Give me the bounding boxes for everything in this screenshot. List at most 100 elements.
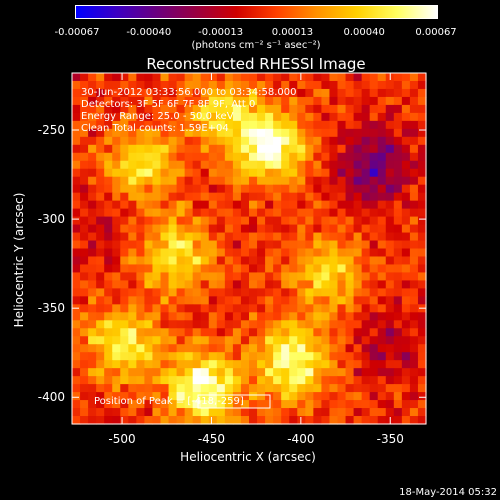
- heatmap-cell: [192, 176, 202, 186]
- heatmap-cell: [281, 384, 290, 393]
- heatmap-cell: [393, 368, 403, 377]
- heatmap-cell: [273, 368, 282, 377]
- heatmap-cell: [176, 272, 186, 282]
- heatmap-cell: [265, 88, 274, 98]
- heatmap-cell: [345, 208, 355, 218]
- heatmap-cell: [208, 160, 218, 170]
- heatmap-cell: [72, 240, 81, 250]
- heatmap-cell: [305, 416, 314, 425]
- heatmap-cell: [337, 336, 347, 345]
- colorbar-tick-label: -0.00013: [198, 27, 244, 38]
- heatmap-cell: [281, 73, 290, 82]
- heatmap-cell: [337, 120, 347, 130]
- heatmap-cell: [257, 384, 266, 393]
- heatmap-cell: [321, 400, 331, 409]
- heatmap-cell: [353, 200, 363, 210]
- heatmap-cell: [385, 264, 395, 274]
- heatmap-cell: [297, 400, 306, 409]
- heatmap-cell: [273, 160, 282, 170]
- heatmap-cell: [337, 248, 347, 258]
- heatmap-cell: [257, 184, 266, 194]
- heatmap-cell: [224, 376, 234, 385]
- heatmap-cell: [257, 96, 266, 106]
- heatmap-cell: [417, 160, 427, 170]
- heatmap-cell: [72, 208, 81, 218]
- heatmap-cell: [337, 288, 347, 297]
- heatmap-cell: [224, 272, 234, 282]
- heatmap-cell: [353, 304, 363, 313]
- heatmap-cell: [200, 376, 210, 385]
- heatmap-cell: [417, 376, 427, 385]
- heatmap-cell: [281, 224, 290, 234]
- heatmap-cell: [80, 200, 89, 210]
- heatmap-cell: [369, 88, 379, 98]
- heatmap-cell: [385, 280, 395, 289]
- heatmap-cell: [216, 304, 226, 313]
- heatmap-cell: [216, 352, 226, 361]
- heatmap-cell: [249, 288, 258, 297]
- heatmap-cell: [128, 344, 137, 353]
- heatmap-cell: [257, 336, 266, 345]
- heatmap-cell: [273, 376, 282, 385]
- heatmap-cell: [104, 384, 113, 393]
- heatmap-cell: [337, 304, 347, 313]
- heatmap-cell: [329, 168, 339, 178]
- heatmap-cell: [128, 136, 137, 146]
- heatmap-cell: [152, 352, 162, 361]
- heatmap-cell: [385, 296, 395, 305]
- heatmap-cell: [377, 312, 387, 321]
- heatmap-cell: [329, 288, 339, 297]
- heatmap-cell: [305, 224, 314, 234]
- heatmap-cell: [329, 152, 339, 162]
- heatmap-cell: [152, 384, 162, 393]
- heatmap-cell: [385, 272, 395, 282]
- heatmap-cell: [257, 328, 266, 337]
- heatmap-cell: [208, 184, 218, 194]
- heatmap-cell: [104, 88, 113, 98]
- heatmap-cell: [224, 216, 234, 226]
- heatmap-cell: [136, 112, 146, 122]
- heatmap-cell: [112, 128, 121, 138]
- heatmap-cell: [273, 128, 282, 138]
- heatmap-cell: [249, 264, 258, 274]
- heatmap-cell: [96, 152, 105, 162]
- heatmap-cell: [265, 128, 274, 138]
- heatmap-cell: [249, 200, 258, 210]
- heatmap-cell: [369, 408, 379, 417]
- heatmap-cell: [72, 384, 81, 393]
- heatmap-cell: [257, 176, 266, 186]
- heatmap-cell: [176, 224, 186, 234]
- heatmap-cell: [369, 224, 379, 234]
- heatmap-cell: [168, 248, 178, 258]
- heatmap-cell: [128, 112, 137, 122]
- heatmap-cell: [88, 304, 97, 313]
- heatmap-cell: [417, 73, 427, 82]
- heatmap-cell: [393, 184, 403, 194]
- heatmap-cell: [337, 368, 347, 377]
- heatmap-cell: [224, 160, 234, 170]
- heatmap-cell: [313, 73, 323, 82]
- heatmap-cell: [297, 104, 306, 114]
- heatmap-cell: [313, 200, 323, 210]
- heatmap-cell: [184, 352, 194, 361]
- heatmap-cell: [409, 344, 419, 353]
- heatmap-cell: [192, 336, 202, 345]
- heatmap-cell: [216, 344, 226, 353]
- heatmap-cell: [176, 288, 186, 297]
- heatmap-cell: [240, 296, 250, 305]
- heatmap-cell: [297, 96, 306, 106]
- heatmap-cell: [281, 88, 290, 98]
- heatmap-cell: [152, 240, 162, 250]
- heatmap-cell: [88, 184, 97, 194]
- heatmap-cell: [144, 152, 154, 162]
- heatmap-cell: [104, 416, 113, 425]
- heatmap-cell: [265, 320, 274, 329]
- heatmap-cell: [240, 192, 250, 202]
- heatmap-cell: [417, 368, 427, 377]
- heatmap-cell: [232, 176, 242, 186]
- heatmap-cell: [224, 144, 234, 154]
- heatmap-cell: [281, 376, 290, 385]
- heatmap-cell: [224, 288, 234, 297]
- heatmap-cell: [369, 73, 379, 82]
